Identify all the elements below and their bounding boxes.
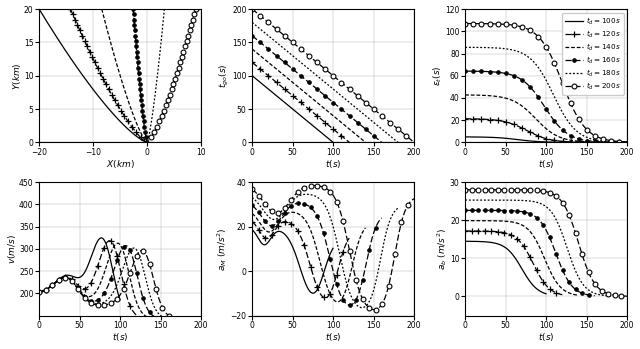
X-axis label: $t(s)$: $t(s)$ xyxy=(538,158,554,170)
Y-axis label: $a_b\ (m/s^2)$: $a_b\ (m/s^2)$ xyxy=(435,228,449,270)
X-axis label: $t(s)$: $t(s)$ xyxy=(538,332,554,343)
X-axis label: $t(s)$: $t(s)$ xyxy=(325,158,341,170)
X-axis label: $t(s)$: $t(s)$ xyxy=(112,332,129,343)
Y-axis label: $t_{go}(s)$: $t_{go}(s)$ xyxy=(218,64,230,88)
Y-axis label: $a_M\ (m/s^2)$: $a_M\ (m/s^2)$ xyxy=(215,227,229,270)
X-axis label: $t(s)$: $t(s)$ xyxy=(325,332,341,343)
Legend: $t_d=100s$, $t_d=120s$, $t_d=140s$, $t_d=160s$, $t_d=180s$, $t_d=200s$: $t_d=100s$, $t_d=120s$, $t_d=140s$, $t_d… xyxy=(562,13,623,95)
Y-axis label: $Y(km)$: $Y(km)$ xyxy=(10,62,22,90)
X-axis label: $X(km)$: $X(km)$ xyxy=(106,158,134,170)
Y-axis label: $\varepsilon_t(s)$: $\varepsilon_t(s)$ xyxy=(431,66,444,86)
Y-axis label: $v(m/s)$: $v(m/s)$ xyxy=(6,234,17,264)
